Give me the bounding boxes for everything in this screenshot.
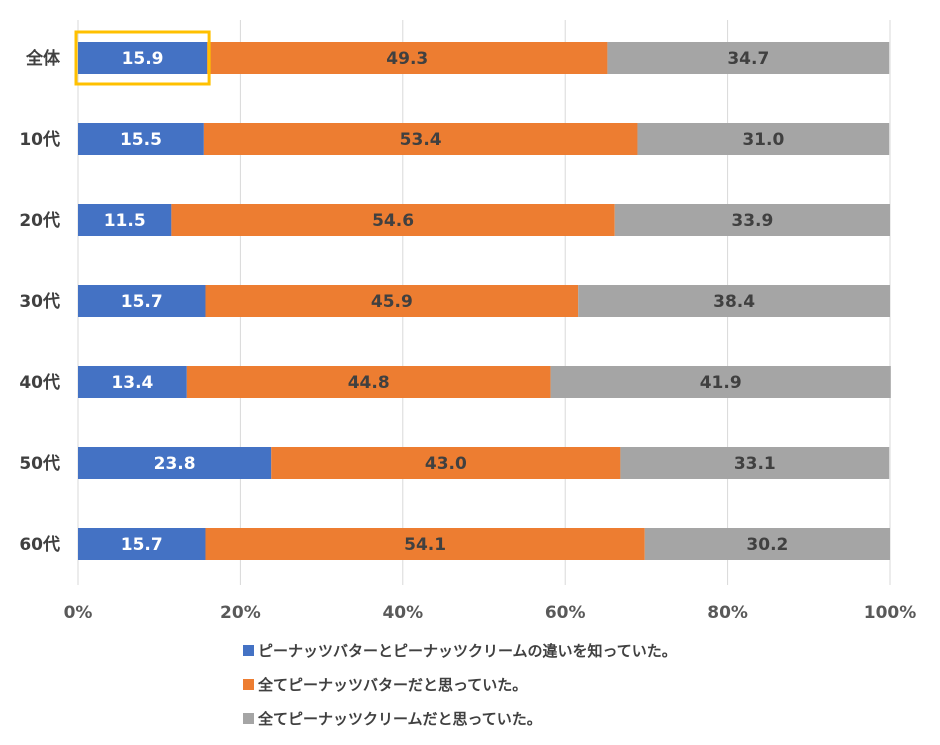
data-label: 31.0 (742, 130, 784, 150)
legend: ピーナッツバターとピーナッツクリームの違いを知っていた。全てピーナッツバターだと… (243, 642, 677, 728)
legend-swatch (243, 645, 254, 656)
bar-segment (578, 285, 890, 317)
bar-segment (78, 42, 208, 74)
highlight-box (74, 30, 211, 86)
bar-segment (78, 528, 206, 560)
data-label: 45.9 (371, 292, 413, 312)
highlight (74, 30, 211, 86)
legend-label: 全てピーナッツバターだと思っていた。 (257, 676, 527, 694)
x-tick-label: 80% (707, 603, 748, 623)
x-tick-label: 40% (382, 603, 423, 623)
bar-segment (78, 447, 272, 479)
category-label: 60代 (19, 534, 60, 555)
value-labels: 15.9 49.3 34.7 15.5 53.4 31.0 11.5 54.6 33.9 15.7… (104, 49, 789, 555)
bar-segment (78, 285, 206, 317)
bar-segment (78, 204, 172, 236)
bar-segment (205, 528, 645, 560)
legend-label: ピーナッツバターとピーナッツクリームの違いを知っていた。 (258, 642, 677, 660)
legend-swatch (243, 713, 254, 724)
bar-segment (171, 204, 615, 236)
data-label: 41.9 (700, 373, 742, 393)
category-label: 40代 (19, 372, 60, 393)
data-label: 43.0 (425, 454, 467, 474)
data-label: 30.2 (746, 535, 788, 555)
data-label: 13.4 (111, 373, 153, 393)
data-label: 11.5 (104, 211, 146, 231)
bar-segment (607, 42, 890, 74)
data-label: 49.3 (386, 49, 428, 69)
data-label: 15.7 (121, 292, 163, 312)
category-label: 50代 (19, 453, 60, 474)
bar-segment (637, 123, 890, 155)
x-tick-label: 60% (545, 603, 586, 623)
bar-segment (644, 528, 890, 560)
bar-segment (620, 447, 890, 479)
legend-swatch (243, 679, 254, 690)
bar-segment (78, 366, 187, 398)
bar-segment (614, 204, 890, 236)
data-label: 38.4 (713, 292, 755, 312)
x-tick-label: 0% (64, 603, 93, 623)
data-label: 15.5 (120, 130, 162, 150)
bar-segment (203, 123, 638, 155)
bar-segment (271, 447, 621, 479)
category-label: 全体 (25, 48, 61, 69)
data-label: 15.7 (121, 535, 163, 555)
value-axis: 0% 20% 40% 60% 80% 100% (64, 603, 917, 623)
bar-segment (78, 123, 204, 155)
data-label: 23.8 (154, 454, 196, 474)
bars (78, 42, 891, 560)
data-label: 44.8 (348, 373, 390, 393)
category-axis: 全体 10代 20代 30代 40代 50代 60代 (19, 48, 61, 555)
data-label: 33.1 (734, 454, 776, 474)
x-tick-label: 100% (864, 603, 917, 623)
bar-segment (186, 366, 551, 398)
data-label: 54.1 (404, 535, 446, 555)
category-label: 10代 (19, 129, 60, 150)
x-tick-label: 20% (220, 603, 261, 623)
bar-segment (205, 285, 579, 317)
data-label: 54.6 (372, 211, 414, 231)
data-label: 53.4 (400, 130, 442, 150)
category-label: 30代 (19, 291, 60, 312)
category-label: 20代 (19, 210, 60, 231)
data-label: 34.7 (727, 49, 769, 69)
bar-segment (550, 366, 891, 398)
legend-label: 全てピーナッツクリームだと思っていた。 (257, 710, 542, 728)
data-label: 15.9 (122, 49, 164, 69)
data-label: 33.9 (731, 211, 773, 231)
bar-segment (207, 42, 608, 74)
